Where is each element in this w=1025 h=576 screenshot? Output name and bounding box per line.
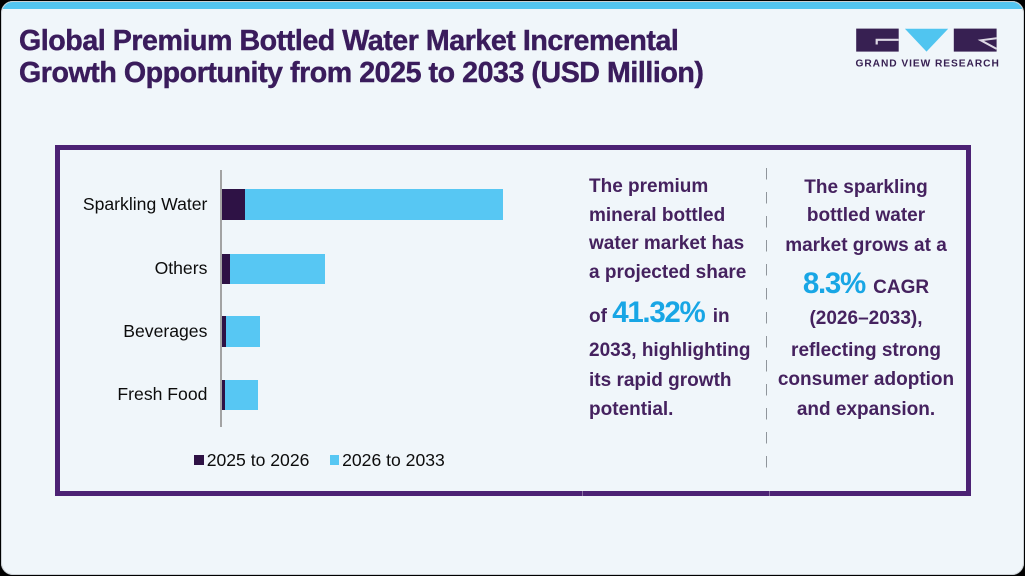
svg-text:GRAND VIEW RESEARCH: GRAND VIEW RESEARCH xyxy=(856,59,1000,70)
